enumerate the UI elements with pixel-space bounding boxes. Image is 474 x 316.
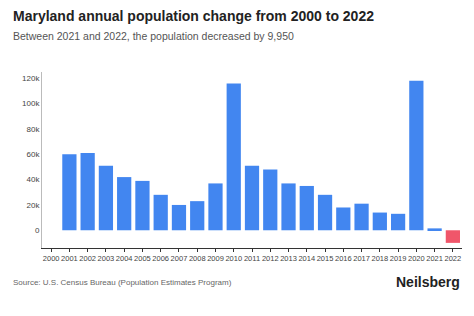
svg-text:2007: 2007	[171, 254, 188, 263]
svg-text:2011: 2011	[244, 254, 260, 263]
svg-text:2006: 2006	[152, 254, 169, 263]
svg-text:2014: 2014	[298, 254, 315, 263]
svg-text:2013: 2013	[280, 254, 297, 263]
svg-text:2005: 2005	[134, 254, 151, 263]
svg-text:2020: 2020	[408, 254, 425, 263]
svg-text:2004: 2004	[116, 254, 133, 263]
svg-text:Neilsberg: Neilsberg	[396, 274, 460, 290]
svg-text:2002: 2002	[79, 254, 96, 263]
svg-text:40k: 40k	[26, 175, 40, 184]
svg-text:100k: 100k	[22, 99, 40, 108]
svg-text:2001: 2001	[61, 254, 78, 263]
svg-text:80k: 80k	[26, 125, 40, 134]
svg-text:2019: 2019	[390, 254, 407, 263]
svg-text:Maryland annual population cha: Maryland annual population change from 2…	[13, 8, 374, 24]
svg-text:20k: 20k	[26, 201, 40, 210]
svg-text:2000: 2000	[43, 254, 60, 263]
svg-text:Between 2021 and 2022, the pop: Between 2021 and 2022, the population de…	[13, 30, 294, 42]
svg-text:2018: 2018	[371, 254, 388, 263]
svg-text:2012: 2012	[262, 254, 279, 263]
svg-text:2008: 2008	[189, 254, 206, 263]
svg-text:2021: 2021	[426, 254, 443, 263]
svg-text:2016: 2016	[335, 254, 352, 263]
svg-text:2022: 2022	[445, 254, 462, 263]
svg-text:0: 0	[35, 226, 40, 235]
svg-text:2015: 2015	[317, 254, 334, 263]
svg-text:2017: 2017	[353, 254, 370, 263]
svg-text:2010: 2010	[225, 254, 242, 263]
svg-text:60k: 60k	[26, 150, 40, 159]
svg-text:2003: 2003	[98, 254, 115, 263]
svg-text:2009: 2009	[207, 254, 224, 263]
svg-text:Source: U.S. Census Bureau (Po: Source: U.S. Census Bureau (Population E…	[13, 278, 232, 287]
svg-text:120k: 120k	[22, 74, 40, 83]
